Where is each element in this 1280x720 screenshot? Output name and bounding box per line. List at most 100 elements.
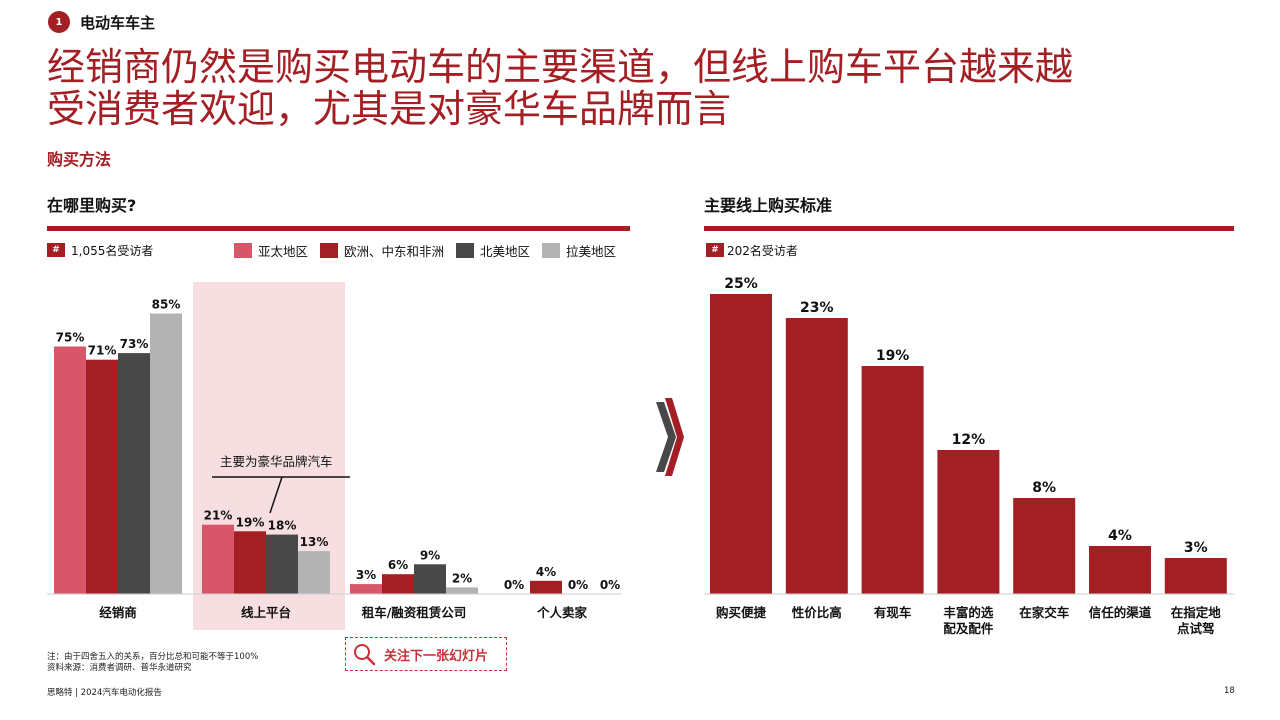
bar [150, 313, 182, 594]
right-sample-size: 202名受访者 [727, 244, 798, 258]
legend-swatch-na [456, 243, 475, 258]
online-purchase-criteria-chart: 25% 购买便捷 23% 性价比高 19% 有现车 12% 丰富的选配及配件 8% 在家交车 4% 信… [704, 276, 1234, 636]
category-label: 在家交车 [1019, 605, 1070, 620]
right-hash-badge: # [706, 243, 724, 257]
headline-line-2: 受消费者欢迎，尤其是对豪华车品牌而言 [47, 87, 732, 131]
legend-label-na: 北美地区 [480, 244, 531, 259]
category-label: 有现车 [874, 605, 912, 620]
category-label: 线上平台 [241, 605, 291, 620]
footnote-note: 注：由于四舍五入的关系，百分比总和可能不等于100% [47, 652, 259, 662]
next-slide-label: 关注下一张幻灯片 [384, 648, 489, 664]
category-label-line: 购买便捷 [716, 605, 767, 620]
bar-value-label: 3% [1184, 540, 1208, 556]
bar-value-label: 8% [1032, 480, 1056, 496]
category-label: 租车/融资租赁公司 [362, 605, 467, 620]
bar-value-label: 0% [504, 578, 524, 592]
bar-value-label: 23% [800, 300, 834, 316]
bar [350, 584, 382, 594]
category-label: 购买便捷 [716, 605, 767, 620]
bar-value-label: 3% [356, 568, 376, 582]
bar-value-label: 25% [724, 276, 758, 292]
bar-value-label: 85% [152, 298, 181, 312]
bar-value-label: 19% [876, 348, 910, 364]
bar-value-label: 73% [120, 337, 149, 351]
legend-swatch-emea [320, 243, 339, 258]
bar [785, 318, 848, 594]
category-label-line: 有现车 [874, 605, 912, 620]
bar-value-label: 19% [236, 515, 265, 529]
headline-line-1: 经销商仍然是购买电动车的主要渠道，但线上购车平台越来越 [47, 45, 1074, 89]
bar [530, 580, 562, 594]
left-hash-badge: # [47, 243, 65, 257]
category-label-line: 在家交车 [1019, 605, 1070, 620]
bar-value-label: 18% [268, 519, 297, 533]
luxury-annotation-text: 主要为豪华品牌汽车 [220, 454, 333, 469]
footnote-source: 资料来源：消费者调研、普华永道研究 [47, 663, 192, 673]
legend-swatch-latam [542, 243, 561, 258]
chart-legend: 亚太地区 欧洲、中东和非洲 北美地区 拉美地区 [234, 241, 616, 260]
bar-value-label: 75% [56, 331, 85, 345]
bar [86, 359, 118, 594]
next-slide-button[interactable]: 关注下一张幻灯片 [345, 637, 507, 671]
category-label-line: 性价比高 [791, 605, 842, 620]
bar-value-label: 6% [388, 558, 408, 572]
legend-label-latam: 拉美地区 [566, 244, 617, 259]
search-icon [354, 644, 376, 666]
page-number: 18 [1224, 686, 1235, 696]
legend-item-emea: 欧洲、中东和非洲 [320, 241, 444, 260]
legend-swatch-apac [234, 243, 252, 258]
bar [710, 294, 772, 594]
left-sample-size: 1,055名受访者 [71, 244, 154, 258]
left-title-rule [47, 226, 630, 231]
legend-item-na: 北美地区 [456, 241, 530, 260]
bar [234, 531, 266, 594]
bar [1013, 498, 1076, 594]
annotation-pointer [269, 476, 283, 514]
category-label: 经销商 [99, 605, 137, 620]
legend-item-latam: 拉美地区 [542, 241, 616, 260]
category-label: 个人卖家 [536, 605, 588, 620]
bar-value-label: 4% [1108, 528, 1132, 544]
bar-value-label: 0% [568, 578, 588, 592]
left-chart-title: 在哪里购买? [47, 196, 137, 215]
bar [202, 524, 234, 594]
category-label: 信任的渠道 [1089, 605, 1152, 620]
footnote: 注：由于四舍五入的关系，百分比总和可能不等于100% 资料来源：消费者调研、普华… [47, 652, 258, 674]
category-label-line: 丰富的选 [943, 605, 994, 620]
bar [266, 534, 298, 594]
bar [414, 564, 446, 594]
bar-value-label: 71% [88, 344, 117, 358]
subheading: 购买方法 [47, 150, 112, 169]
bar-value-label: 12% [952, 432, 986, 448]
section-title: 电动车车主 [80, 14, 156, 32]
bar [54, 346, 86, 594]
bar [1164, 558, 1227, 594]
bar [1089, 546, 1151, 594]
page-headline: 经销商仍然是购买电动车的主要渠道，但线上购车平台越来越 受消费者欢迎，尤其是对豪… [47, 46, 1247, 130]
category-label-line: 配及配件 [943, 621, 994, 636]
right-title-rule [704, 226, 1234, 231]
chevron-right-icon [656, 398, 684, 476]
footer-report-name: 思略特 | 2024汽车电动化报告 [47, 688, 162, 698]
bar [118, 353, 150, 594]
bar [446, 587, 478, 594]
section-number-badge: 1 [48, 11, 70, 33]
category-label: 丰富的选配及配件 [943, 605, 994, 636]
category-label-line: 在指定地 [1171, 605, 1222, 620]
bar-value-label: 21% [204, 509, 233, 523]
legend-label-emea: 欧洲、中东和非洲 [344, 244, 445, 259]
bar-value-label: 9% [420, 548, 440, 562]
category-label-line: 点试驾 [1177, 621, 1215, 636]
bar-value-label: 13% [300, 535, 329, 549]
legend-label-apac: 亚太地区 [258, 244, 309, 259]
bar-value-label: 4% [536, 565, 556, 579]
bar [298, 551, 330, 594]
category-label: 在指定地点试驾 [1171, 605, 1222, 636]
bar-value-label: 2% [452, 571, 472, 585]
bar-value-label: 0% [600, 578, 620, 592]
bar [861, 366, 924, 594]
bar [382, 574, 414, 594]
category-label: 性价比高 [791, 605, 842, 620]
legend-item-apac: 亚太地区 [234, 241, 308, 260]
right-chart-title: 主要线上购买标准 [704, 196, 833, 215]
